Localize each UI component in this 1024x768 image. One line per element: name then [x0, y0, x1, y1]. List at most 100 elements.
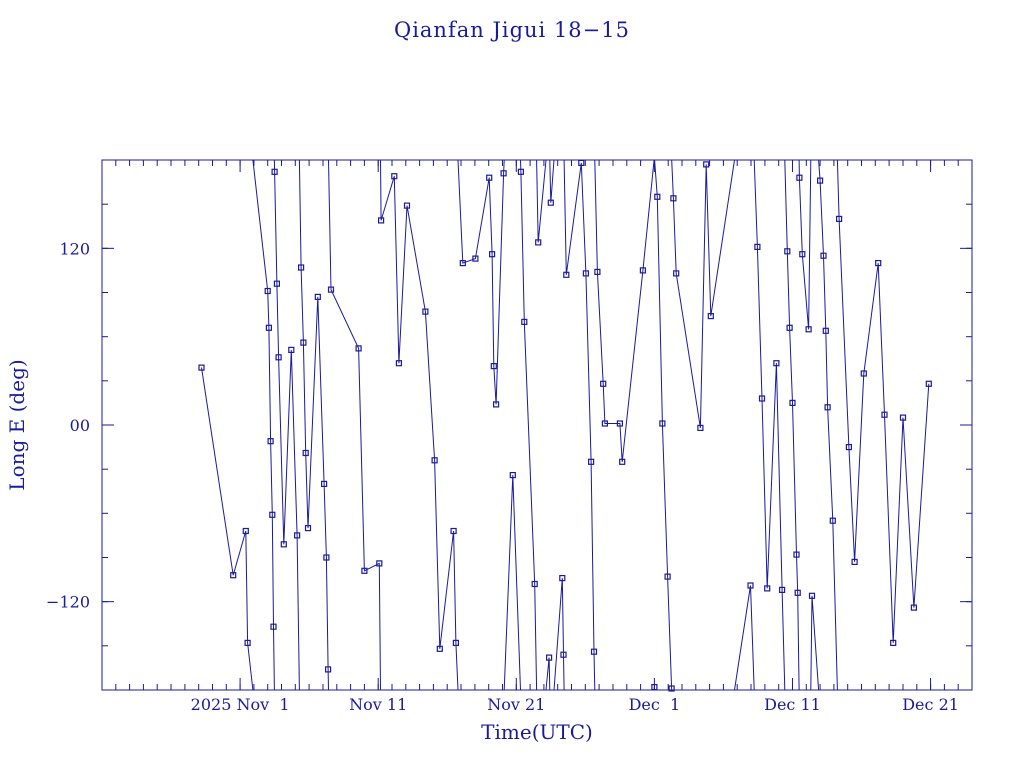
- data-point: [355, 345, 362, 352]
- data-point: [431, 457, 438, 464]
- y-tick-label: 120: [59, 239, 90, 258]
- data-point: [820, 252, 827, 259]
- data-point: [500, 170, 507, 177]
- data-point: [835, 215, 843, 222]
- data-point: [697, 424, 704, 431]
- data-point: [789, 399, 796, 406]
- data-point: [450, 527, 457, 535]
- data-point: [378, 217, 385, 224]
- data-point: [280, 541, 287, 548]
- data-point: [601, 420, 609, 427]
- y-axis-label: Long E (deg): [5, 359, 29, 490]
- data-point: [875, 260, 882, 267]
- data-point: [302, 449, 309, 457]
- data-point: [509, 472, 516, 479]
- data-point: [314, 293, 321, 300]
- data-point: [784, 248, 791, 255]
- data-point: [490, 363, 497, 370]
- data-point: [294, 532, 301, 539]
- data-point: [563, 271, 570, 278]
- data-point: [600, 380, 607, 387]
- x-tick-label: Nov 11: [349, 695, 407, 714]
- data-point: [244, 639, 251, 647]
- data-point: [786, 324, 793, 331]
- data-point: [321, 480, 328, 487]
- data-point: [851, 558, 858, 566]
- data-point: [559, 574, 566, 582]
- data-point: [300, 339, 307, 346]
- data-point: [773, 360, 780, 367]
- data-point: [668, 685, 675, 692]
- data-point: [493, 401, 500, 408]
- data-point: [587, 458, 595, 465]
- data-point: [824, 404, 831, 411]
- x-tick-label: Dec 11: [764, 695, 821, 714]
- data-point: [376, 560, 383, 567]
- data-point: [486, 174, 493, 181]
- data-point: [517, 168, 525, 175]
- x-tick-label: Dec 21: [902, 695, 959, 714]
- data-point: [267, 438, 274, 445]
- data-point: [230, 572, 237, 579]
- data-point: [275, 354, 282, 361]
- data-point: [754, 243, 761, 250]
- data-point: [808, 592, 816, 599]
- data-point: [764, 585, 771, 592]
- y-tick-label: 00: [70, 416, 90, 435]
- data-point: [796, 174, 803, 181]
- data-point: [391, 173, 398, 180]
- data-point: [590, 648, 598, 655]
- data-point: [452, 639, 459, 647]
- data-point: [829, 517, 836, 524]
- data-point: [265, 324, 272, 331]
- x-axis-label: Time(UTC): [481, 720, 593, 744]
- data-point: [531, 580, 538, 588]
- data-point: [910, 604, 918, 611]
- data-point: [654, 193, 661, 200]
- data-point: [890, 639, 897, 647]
- data-point: [395, 360, 402, 367]
- data-point: [673, 270, 680, 277]
- data-point: [325, 666, 332, 673]
- data-point: [521, 318, 528, 325]
- data-point: [778, 586, 786, 594]
- data-point: [264, 287, 271, 295]
- data-point: [545, 654, 553, 661]
- data-point: [659, 420, 666, 427]
- data-point: [361, 567, 368, 574]
- data-point: [273, 280, 280, 287]
- data-point: [899, 414, 907, 421]
- data-point: [616, 420, 624, 427]
- data-point: [547, 199, 554, 206]
- data-point: [707, 313, 714, 320]
- data-point: [327, 286, 335, 293]
- data-point: [304, 524, 312, 532]
- chart-title: Qianfan Jigui 18−15: [394, 18, 630, 42]
- data-point: [582, 270, 590, 277]
- plot-area: [198, 159, 932, 692]
- x-tick-label: Nov 21: [487, 695, 545, 714]
- data-point: [535, 239, 542, 246]
- data-point: [242, 527, 249, 535]
- data-point: [881, 411, 888, 418]
- axes: 2025 Nov 1 Nov 11 Nov 21 Dec 1 Dec 11 Dec 21 1…: [46, 159, 973, 714]
- data-point: [489, 251, 496, 258]
- x-tick-label: 2025 Nov 1: [191, 695, 290, 714]
- data-point: [845, 444, 853, 451]
- data-point: [670, 195, 677, 202]
- data-point: [198, 364, 205, 371]
- y-tick-label: −120: [46, 593, 90, 612]
- data-point: [323, 554, 330, 561]
- data-point: [459, 260, 466, 267]
- data-point: [270, 623, 277, 630]
- data-point: [639, 267, 647, 274]
- data-point: [594, 268, 601, 275]
- data-point: [472, 255, 479, 262]
- series-line: [201, 160, 930, 690]
- data-point: [298, 264, 305, 271]
- data-point: [619, 458, 626, 465]
- data-point: [793, 551, 800, 558]
- data-point: [560, 651, 567, 658]
- data-point: [758, 395, 766, 402]
